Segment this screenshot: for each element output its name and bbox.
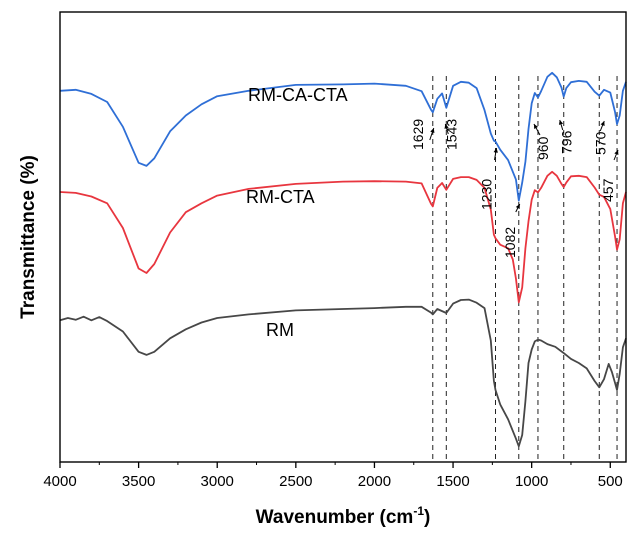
x-tick-label: 2500: [279, 473, 312, 490]
x-tick-label: 4000: [43, 473, 76, 490]
peak-arrowhead: [444, 124, 449, 129]
series-labels: RM-CA-CTA RM-CTA RM: [246, 85, 348, 340]
x-tick-label: 3500: [122, 473, 155, 490]
peak-label: 457: [600, 178, 616, 202]
peak-arrowhead: [515, 204, 520, 209]
x-axis: 4000 3500 3000 2500 2000 1500 1000 500: [43, 462, 623, 490]
x-axis-title-main: Wavenumber (cm: [256, 507, 414, 528]
series-label: RM-CTA: [246, 187, 315, 207]
series-group: [59, 71, 627, 448]
x-axis-title-tail: ): [424, 507, 430, 528]
peak-arrowhead: [533, 124, 539, 129]
y-axis-title: Transmittance (%): [18, 155, 39, 319]
peak-label: 1082: [502, 227, 518, 258]
plot-frame: [59, 11, 627, 463]
x-tick-label: 500: [598, 473, 623, 490]
x-tick-label: 1000: [515, 473, 548, 490]
reference-lines: [432, 76, 618, 462]
series-line-rm-ca-cta: [59, 71, 627, 202]
x-tick-label: 2000: [358, 473, 391, 490]
peak-annotations: 1629 1543 1230 1082 960 796 570 457: [410, 119, 619, 258]
peak-label: 960: [535, 136, 551, 160]
peak-arrowhead: [614, 150, 619, 155]
peak-label: 570: [592, 131, 608, 155]
peak-label: 1543: [443, 119, 459, 150]
series-label: RM-CA-CTA: [248, 85, 348, 105]
peak-arrowhead: [600, 121, 605, 126]
peak-arrowhead: [493, 148, 498, 153]
peak-arrowhead: [558, 120, 564, 125]
x-tick-label: 1500: [436, 473, 469, 490]
x-tick-label: 3000: [201, 473, 234, 490]
series-line-rm: [59, 298, 627, 448]
peak-label: 1629: [410, 119, 426, 150]
peak-arrowhead: [430, 128, 435, 133]
series-line-rm-cta: [59, 170, 627, 304]
peak-label: 796: [559, 130, 575, 154]
x-axis-title: Wavenumber (cm-1): [256, 504, 431, 528]
x-axis-title-superscript: -1: [413, 504, 424, 518]
peak-label: 1230: [479, 179, 495, 210]
series-label: RM: [266, 320, 294, 340]
